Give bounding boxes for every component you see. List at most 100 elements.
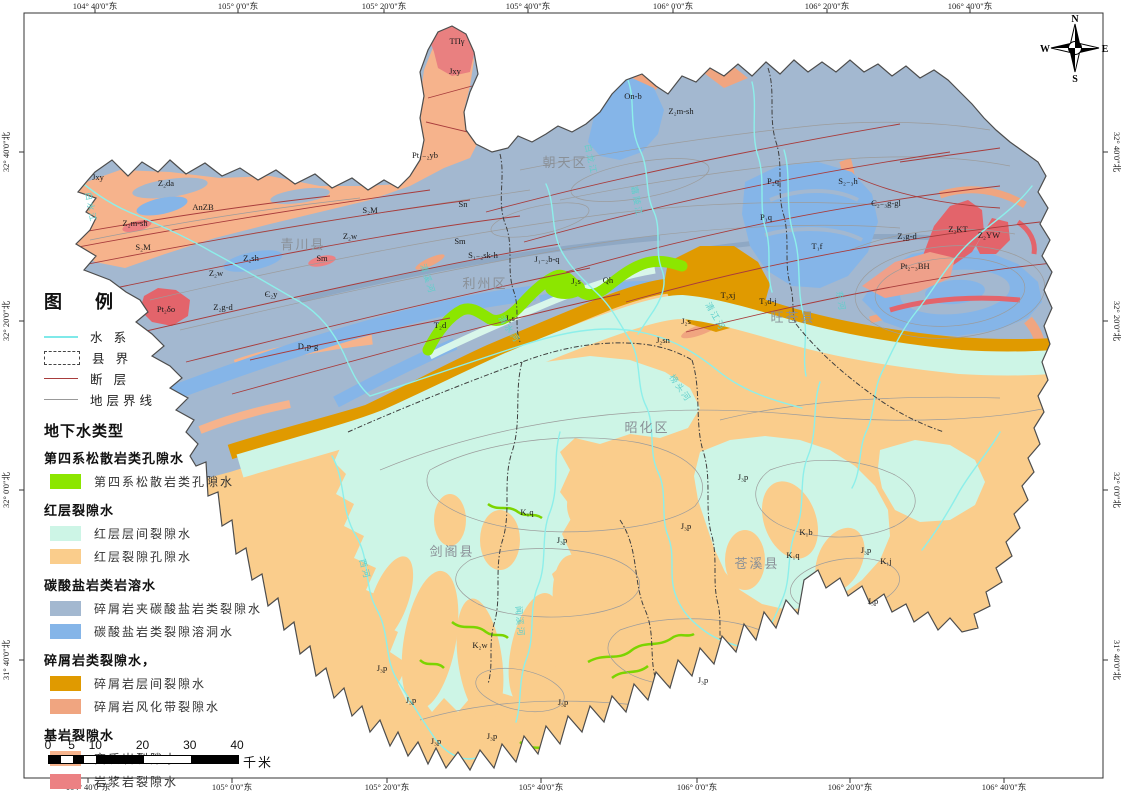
orange-fingers <box>366 465 865 722</box>
geo-unit-label: K₂w <box>472 640 488 650</box>
geo-unit-label: J₃p <box>738 472 749 482</box>
groundwater-type-title: 地下水类型 <box>44 423 125 440</box>
geo-unit-label: P₂q <box>767 176 780 186</box>
geo-unit-label: Sm <box>454 236 466 246</box>
scalebar-number: 0 <box>44 738 52 752</box>
geo-unit-label: J₂s <box>505 313 515 323</box>
county-label: 剑阁县 <box>429 544 474 559</box>
geo-unit-label: Z₂sh <box>243 253 259 263</box>
legend-section-header: 碎屑岩类裂隙水， <box>44 653 157 668</box>
legend-panel: 图 例 水 系县 界断 层地层界线 地下水类型 第四系松散岩类孔隙水 第四系松散岩… <box>44 288 306 793</box>
geo-unit-label: Z₂w <box>209 268 224 278</box>
geo-unit-label: Z₂w <box>343 231 358 241</box>
strata-contours <box>89 121 1052 721</box>
geo-unit-label: Z₂m-sh <box>122 218 148 228</box>
bottom-coordinate-label: 104° 40'0"东 <box>66 782 111 792</box>
compass-letter-s: S <box>1072 74 1078 85</box>
geo-unit-label: D₁p-g <box>298 341 319 351</box>
swatch-label: 红层裂隙孔隙水 <box>94 550 193 564</box>
bottom-coordinate-label: 105° 40'0"东 <box>519 782 564 792</box>
geo-unit-label: J₃p <box>868 596 879 606</box>
geo-unit-label: J₁₋₂b-q <box>534 254 560 264</box>
bottom-coordinate-label: 106° 20'0"东 <box>828 782 873 792</box>
top-coordinate-label: 106° 40'0"东 <box>948 1 993 11</box>
color-swatch <box>50 549 81 564</box>
color-swatch <box>50 676 81 691</box>
geo-unit-label: T₂d <box>434 320 447 330</box>
geo-unit-label: J₃p <box>557 535 568 545</box>
legend-item-label: 县 界 <box>92 352 133 366</box>
compass-letter-n: N <box>1071 14 1079 25</box>
geo-unit-label: K₁q <box>520 507 534 517</box>
swatch-label: 第四系松散岩类孔隙水 <box>94 475 235 489</box>
swatch-label: 碎屑岩层间裂隙水 <box>94 677 207 691</box>
geo-unit-label: P₁q <box>760 212 773 222</box>
left-coordinate-label: 32° 20'0"北 <box>1 300 11 341</box>
legend-item-label: 断 层 <box>90 373 131 387</box>
geo-unit-label: J₃p <box>698 675 709 685</box>
swatch-label: 岩浆岩裂隙水 <box>94 775 179 789</box>
scale-bar: 0 5 10 20 30 40 千米 <box>44 738 306 776</box>
top-coordinate-label: 106° 0'0"东 <box>653 1 693 11</box>
top-coordinate-label: 105° 40'0"东 <box>506 1 551 11</box>
scalebar-number: 10 <box>88 738 102 752</box>
geo-unit-label: T₃d-j <box>759 296 777 306</box>
color-swatch <box>50 601 81 616</box>
bottom-coordinate-label: 105° 0'0"东 <box>212 782 252 792</box>
geo-unit-label: Є₂y <box>265 289 279 299</box>
geo-unit-label: Pt₂δo <box>157 304 175 314</box>
color-swatch <box>50 624 81 639</box>
compass-letters: N E S W <box>1040 14 1109 85</box>
mint-band <box>236 294 1052 478</box>
county-label: 朝天区 <box>542 155 587 170</box>
color-swatch <box>50 699 81 714</box>
geo-unit-label: Z₂KT <box>948 224 968 234</box>
swatch-label: 碎屑岩夹碳酸盐岩类裂隙水 <box>94 602 263 616</box>
scalebar-number: 20 <box>135 738 150 752</box>
bottom-coordinate-label: 106° 0'0"东 <box>677 782 717 792</box>
right-coordinate-label: 32° 20'0"北 <box>1112 301 1121 342</box>
legend-swatch-row: 红层层间裂隙水 <box>44 522 306 545</box>
legend-swatch-row: 碳酸盐岩类裂隙溶洞水 <box>44 620 306 643</box>
graublue-stripes-in-salmon <box>132 177 330 205</box>
geo-unit-label: Z₂m-sh <box>668 106 694 116</box>
scalebar-segment <box>143 756 191 763</box>
geo-unit-label: S₂M <box>135 242 151 252</box>
scalebar-number: 40 <box>230 738 244 752</box>
county-label: 昭化区 <box>624 420 669 435</box>
region-outline <box>75 25 1053 772</box>
right-coordinate-label: 32° 0'0"北 <box>1112 472 1121 509</box>
county-boundaries <box>347 67 945 687</box>
river-label: 闻溪河 <box>514 606 527 638</box>
geo-unit-label: Є₂₋₃g-gl <box>871 198 901 208</box>
scalebar-segment <box>60 756 73 763</box>
geo-unit-label: J₃p <box>861 545 872 555</box>
legend-section-header: 第四系松散岩类孔隙水 <box>44 451 185 466</box>
scalebar-segment <box>49 756 61 763</box>
scalebar-unit: 千米 <box>243 755 274 770</box>
river-label: 东河 <box>834 290 847 312</box>
scalebar-segment <box>96 756 144 763</box>
geo-unit-label: J₃p <box>487 731 498 741</box>
legend-swatch-row: 碎屑岩层间裂隙水 <box>44 672 306 695</box>
legend-section-header: 红层裂隙水 <box>44 503 115 518</box>
geo-unit-label: Z₂YW <box>978 230 1000 240</box>
scalebar-segment <box>84 756 97 763</box>
geo-unit-label: Z₂g-d <box>213 302 233 312</box>
legend-item-river: 水 系 <box>44 326 306 347</box>
geo-unit-label: Z₂g-d <box>897 231 917 241</box>
geo-unit-label: J₃p <box>406 695 417 705</box>
legend-line-items: 水 系县 界断 层地层界线 <box>44 326 306 410</box>
scalebar-number: 5 <box>68 738 75 752</box>
right-coordinate-label: 32° 40'0"北 <box>1112 132 1121 173</box>
geo-unit-label: J₃p <box>558 697 569 707</box>
compass-letter-e: E <box>1102 44 1109 55</box>
legend-swatch-row: 碎屑岩夹碳酸盐岩类裂隙水 <box>44 597 306 620</box>
mint-region-cangxi-ne <box>878 440 985 522</box>
geo-unit-label: TΠγ <box>449 36 464 46</box>
county-symbol <box>44 350 80 365</box>
